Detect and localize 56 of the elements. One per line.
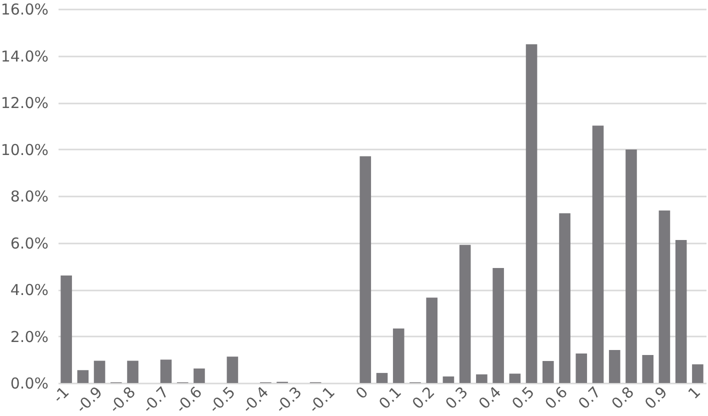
y-tick-label: 10.0% bbox=[0, 140, 48, 159]
x-tick-label: 0.8 bbox=[608, 383, 638, 413]
x-tick-label: -0.9 bbox=[72, 383, 106, 416]
y-tick-label: 12.0% bbox=[0, 94, 48, 112]
x-tick-label: -1 bbox=[49, 383, 73, 406]
bar bbox=[492, 268, 504, 383]
x-tick-label: 0.1 bbox=[375, 383, 405, 413]
bar bbox=[194, 368, 205, 383]
x-tick-label: 1 bbox=[684, 383, 704, 403]
bar bbox=[559, 213, 570, 383]
x-tick-label: 0.4 bbox=[475, 383, 505, 413]
x-tick-label: 0.3 bbox=[442, 383, 472, 413]
bar bbox=[509, 374, 521, 383]
bar bbox=[94, 360, 106, 383]
bar bbox=[626, 149, 637, 383]
y-tick-label: 4.0% bbox=[10, 281, 48, 299]
y-tick-label: 0.0% bbox=[10, 374, 48, 392]
y-tick-label: 16.0% bbox=[0, 0, 48, 18]
x-tick-label: 0.5 bbox=[508, 383, 538, 413]
bar bbox=[77, 370, 89, 383]
x-tick-label: -0.1 bbox=[305, 383, 339, 416]
x-tick-label: 0 bbox=[352, 383, 372, 403]
bar bbox=[459, 244, 471, 383]
x-tick-label: -0.8 bbox=[106, 383, 140, 416]
bar bbox=[442, 376, 454, 383]
x-tick-label: -0.4 bbox=[238, 383, 272, 416]
bar bbox=[692, 364, 704, 383]
bar bbox=[360, 156, 372, 383]
x-tick-label: 0.9 bbox=[641, 383, 671, 413]
y-tick-label: 2.0% bbox=[10, 328, 48, 346]
bar bbox=[127, 360, 138, 383]
y-tick-label: 8.0% bbox=[10, 188, 48, 206]
bar bbox=[542, 361, 554, 383]
x-tick-label: -0.3 bbox=[272, 383, 306, 416]
y-tick-label: 6.0% bbox=[10, 234, 48, 252]
bar bbox=[392, 328, 404, 383]
bar bbox=[60, 275, 72, 383]
bar bbox=[376, 372, 388, 383]
bar bbox=[526, 44, 538, 383]
x-tick-label: 0.2 bbox=[408, 383, 438, 413]
bar bbox=[476, 374, 488, 383]
x-tick-label: -0.5 bbox=[205, 383, 239, 416]
bar bbox=[658, 210, 670, 383]
bar bbox=[576, 354, 588, 383]
bar bbox=[160, 360, 172, 383]
bar bbox=[592, 126, 604, 383]
y-tick-label: 14.0% bbox=[0, 47, 48, 66]
bar bbox=[426, 298, 438, 383]
x-tick-label: 0.6 bbox=[542, 383, 572, 413]
x-tick-label: -0.7 bbox=[138, 383, 172, 416]
x-tick-label: -0.6 bbox=[172, 383, 206, 416]
bar bbox=[226, 356, 238, 383]
bar bbox=[642, 354, 654, 383]
bar bbox=[608, 350, 620, 383]
bar bbox=[675, 240, 687, 383]
x-tick-label: 0.7 bbox=[574, 383, 604, 413]
